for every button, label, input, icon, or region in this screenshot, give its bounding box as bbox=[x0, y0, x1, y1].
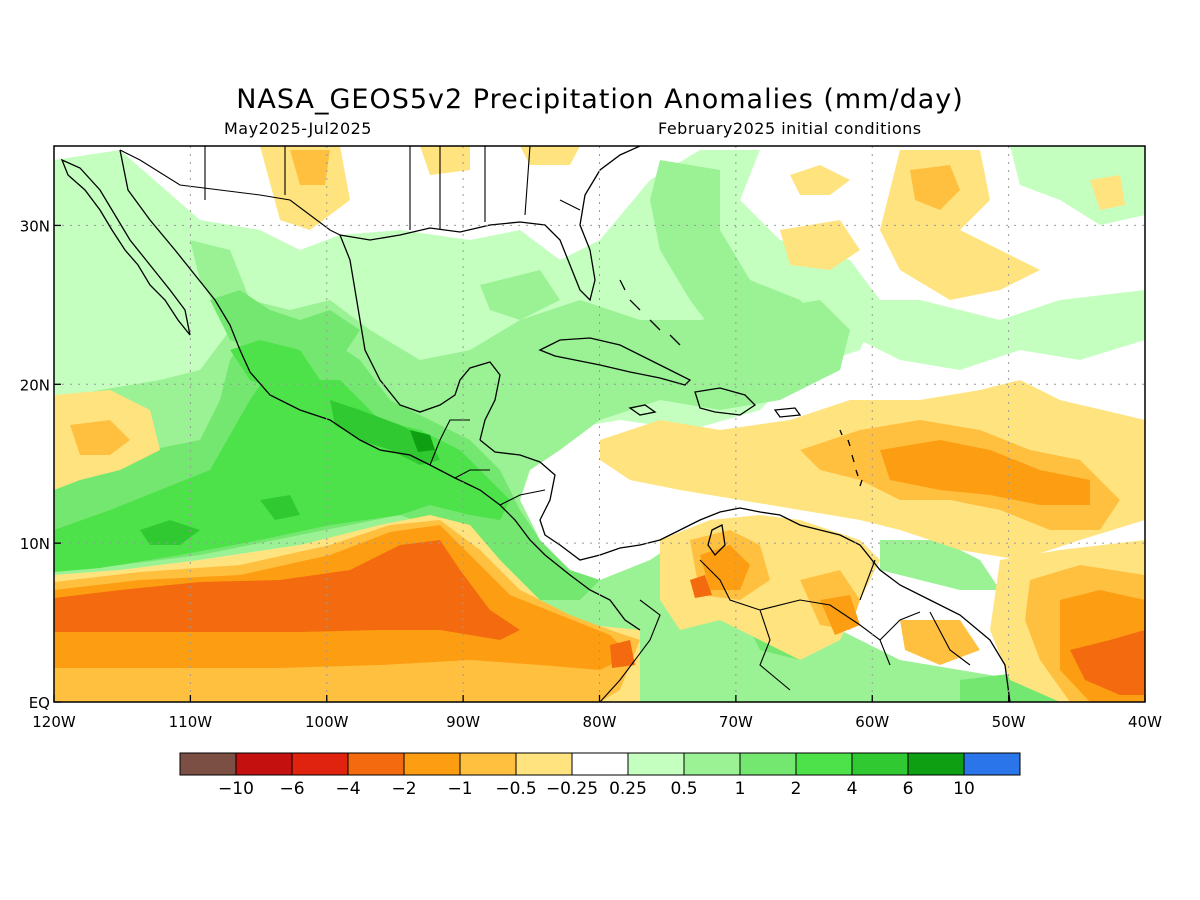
colorbar-label: 6 bbox=[903, 779, 914, 799]
wet-region-1-guiana bbox=[880, 540, 1000, 590]
gulf-coast bbox=[339, 234, 501, 441]
wet-region-6-b bbox=[140, 495, 300, 545]
anomaly-shading bbox=[54, 146, 1145, 702]
dry-region-2-eqatl bbox=[1070, 630, 1145, 695]
axis-ticks: 120W 110W 100W 90W 80W 70W 60W 50W 40W EQ 10N 20N 30… bbox=[20, 217, 1162, 731]
us-mexico-border bbox=[119, 149, 341, 236]
lon-tick-label: 120W bbox=[32, 713, 76, 731]
cuba-coast bbox=[538, 337, 692, 386]
us-gulf-coast bbox=[339, 146, 641, 302]
lat-tick-label: 10N bbox=[20, 535, 50, 553]
south-america-north-coast bbox=[679, 507, 1011, 702]
wet-region-light-east bbox=[850, 290, 1145, 370]
colorbar-label: −0.25 bbox=[546, 779, 598, 799]
colorbar-label: 0.5 bbox=[670, 779, 697, 799]
south-america-borders bbox=[599, 559, 971, 702]
dry-region-1-atl bbox=[880, 440, 1090, 505]
dry-region-2-sam bbox=[610, 575, 712, 668]
dry-region-2-pacific bbox=[54, 540, 520, 640]
lon-tick-label: 60W bbox=[855, 713, 889, 731]
colorbar-swatch bbox=[963, 752, 1021, 776]
lon-tick-label: 100W bbox=[305, 713, 349, 731]
colorbar-swatch bbox=[459, 752, 517, 776]
map-grid bbox=[54, 146, 1145, 702]
lat-tick-label: 20N bbox=[20, 376, 50, 394]
lon-tick-label: 80W bbox=[583, 713, 617, 731]
dry-region-025-atl-sub2 bbox=[780, 165, 1125, 270]
colorbar-label: −10 bbox=[218, 779, 254, 799]
lon-tick-label: 70W bbox=[719, 713, 753, 731]
colorbar: −10 −6 −4 −2 −1 −0.5 −0.25 0.25 0.5 1 2 4 6 10 bbox=[179, 752, 1021, 799]
lesser-antilles bbox=[839, 429, 863, 487]
coastlines bbox=[60, 146, 1011, 702]
colorbar-swatch bbox=[403, 752, 461, 776]
lat-tick-label: 30N bbox=[20, 217, 50, 235]
colorbar-label: −1 bbox=[447, 779, 472, 799]
colorbar-swatch bbox=[291, 752, 349, 776]
lon-tick-label: 110W bbox=[169, 713, 213, 731]
initial-conditions: February2025 initial conditions bbox=[658, 119, 922, 138]
wet-region-2-mex bbox=[210, 290, 360, 360]
colorbar-label: 2 bbox=[791, 779, 802, 799]
colorbar-swatch bbox=[347, 752, 405, 776]
dry-region-1-sam bbox=[700, 545, 860, 635]
puerto-rico-coast bbox=[773, 407, 802, 418]
hispaniola-coast bbox=[694, 387, 757, 416]
colorbar-label: −6 bbox=[279, 779, 304, 799]
colorbar-swatch bbox=[627, 752, 685, 776]
colorbar-label: 1 bbox=[735, 779, 746, 799]
us-state-borders bbox=[204, 146, 581, 230]
colorbar-swatch bbox=[795, 752, 853, 776]
colorbar-swatch bbox=[179, 752, 237, 776]
central-america-borders bbox=[429, 419, 546, 506]
colorbar-label: 10 bbox=[953, 779, 975, 799]
jamaica-coast bbox=[628, 404, 657, 416]
wet-region-10 bbox=[410, 430, 435, 452]
colorbar-swatch bbox=[683, 752, 741, 776]
wet-region-1-atl bbox=[650, 160, 830, 360]
colorbar-swatch bbox=[571, 752, 629, 776]
colorbar-swatch bbox=[851, 752, 909, 776]
lon-tick-label: 90W bbox=[446, 713, 480, 731]
central-america-caribbean-coast bbox=[479, 439, 681, 561]
colorbar-swatch bbox=[235, 752, 293, 776]
map-title: NASA_GEOS5v2 Precipitation Anomalies (mm… bbox=[236, 84, 964, 115]
colorbar-label: −0.5 bbox=[495, 779, 536, 799]
colorbar-label: 4 bbox=[847, 779, 858, 799]
dry-region-025-us bbox=[260, 146, 580, 230]
dry-region-05-pacnorth bbox=[70, 420, 130, 455]
colorbar-label: −4 bbox=[335, 779, 360, 799]
baja-california-coast bbox=[60, 158, 191, 336]
wet-region-4-b bbox=[230, 340, 320, 390]
lon-tick-label: 40W bbox=[1128, 713, 1162, 731]
colorbar-swatch bbox=[907, 752, 965, 776]
wet-region-1-gulfnorth bbox=[480, 270, 560, 320]
colorbar-swatch bbox=[739, 752, 797, 776]
forecast-period: May2025-Jul2025 bbox=[224, 119, 372, 138]
colorbar-label: 0.25 bbox=[609, 779, 647, 799]
lake-maracaibo bbox=[707, 524, 726, 557]
bahamas bbox=[619, 279, 681, 346]
colorbar-swatch bbox=[515, 752, 573, 776]
mexico-west-coast bbox=[119, 149, 641, 631]
lat-tick-label: EQ bbox=[29, 694, 50, 712]
colorbar-label: −2 bbox=[391, 779, 416, 799]
wet-region-6 bbox=[330, 400, 440, 465]
lon-tick-label: 50W bbox=[992, 713, 1026, 731]
